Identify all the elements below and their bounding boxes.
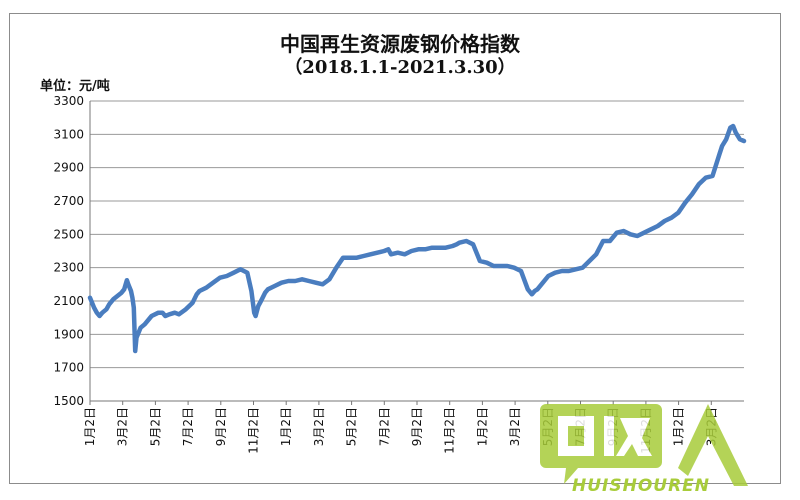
recycle-logo-watermark bbox=[540, 404, 748, 486]
x-tick-label: 1月2日 bbox=[279, 407, 293, 446]
x-tick-label: 11月2日 bbox=[247, 407, 261, 454]
x-tick-label: 3月2日 bbox=[312, 407, 326, 446]
x-tick-label: 1月2日 bbox=[83, 407, 97, 446]
y-tick-label: 2900 bbox=[53, 161, 84, 175]
x-tick-label: 3月2日 bbox=[116, 407, 130, 446]
y-tick-label: 1700 bbox=[53, 361, 84, 375]
price-index-line bbox=[87, 123, 747, 354]
watermark-text: HUISHOUREN bbox=[572, 476, 711, 496]
y-tick-label: 1900 bbox=[53, 327, 84, 341]
y-tick-label: 2300 bbox=[53, 261, 84, 275]
x-tick-label: 11月2日 bbox=[443, 407, 457, 454]
y-tick-label: 2500 bbox=[53, 227, 84, 241]
y-tick-label: 3100 bbox=[53, 127, 84, 141]
x-tick-label: 5月2日 bbox=[345, 407, 359, 446]
x-tick-label: 7月2日 bbox=[181, 407, 195, 446]
chart-title: 中国再生资源废钢价格指数 bbox=[280, 32, 520, 56]
y-tick-label: 2100 bbox=[53, 294, 84, 308]
unit-label: 单位：元/吨 bbox=[40, 79, 110, 94]
x-tick-label: 1月2日 bbox=[475, 407, 489, 446]
y-tick-label: 3300 bbox=[53, 94, 84, 108]
x-tick-label: 5月2日 bbox=[148, 407, 162, 446]
chart-subtitle: （2018.1.1-2021.3.30） bbox=[284, 57, 516, 78]
x-tick-label: 1月2日 bbox=[672, 407, 686, 446]
x-tick-label: 3月2日 bbox=[508, 407, 522, 446]
y-tick-label: 2700 bbox=[53, 194, 84, 208]
y-tick-label: 1500 bbox=[53, 394, 84, 408]
x-tick-label: 9月2日 bbox=[214, 407, 228, 446]
x-tick-label: 9月2日 bbox=[410, 407, 424, 446]
x-tick-label: 7月2日 bbox=[377, 407, 391, 446]
